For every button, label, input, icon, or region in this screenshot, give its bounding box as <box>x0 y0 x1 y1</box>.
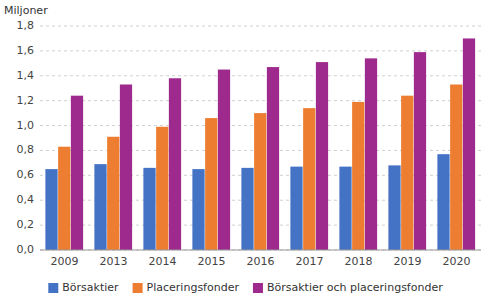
x-axis-line <box>40 250 481 251</box>
bar <box>316 62 328 250</box>
bar <box>107 137 119 250</box>
bar <box>94 164 106 250</box>
y-tick-label: 0,0 <box>17 243 35 256</box>
bar <box>414 52 426 250</box>
x-tick-label: 2009 <box>51 255 79 268</box>
x-tick-label: 2019 <box>394 255 422 268</box>
bar <box>352 102 364 250</box>
bar <box>241 168 253 250</box>
y-tick-label: 1,0 <box>17 119 35 132</box>
bar <box>463 38 475 250</box>
legend-label: Börsaktier och placeringsfonder <box>267 281 443 294</box>
bar <box>450 84 462 250</box>
bar <box>365 58 377 250</box>
x-tick-label: 2020 <box>443 255 471 268</box>
bar <box>156 127 168 250</box>
y-tick-label: 0,8 <box>17 143 35 156</box>
x-tick-label: 2016 <box>247 255 275 268</box>
bar <box>303 108 315 250</box>
grid-line <box>40 250 481 251</box>
y-tick-label: 0,6 <box>17 168 35 181</box>
legend-label: Placeringsfonder <box>147 281 240 294</box>
legend: Börsaktier Placeringsfonder Börsaktier och… <box>48 281 443 294</box>
bar <box>437 154 449 250</box>
legend-swatch <box>133 283 143 293</box>
bars <box>45 38 475 250</box>
y-tick-label: 1,2 <box>17 94 35 107</box>
y-tick-label: 0,4 <box>17 193 35 206</box>
legend-label: Börsaktier <box>62 281 119 294</box>
x-tick-label: 2015 <box>198 255 226 268</box>
x-axis: 2009 2013 2014 2015 2016 2017 2018 2019 2020 <box>40 250 481 268</box>
y-tick-label: 1,8 <box>17 19 35 32</box>
legend-swatch <box>253 283 263 293</box>
bar <box>192 169 204 250</box>
grid <box>40 26 481 250</box>
bar <box>267 67 279 250</box>
bar <box>290 167 302 250</box>
bar <box>339 167 351 250</box>
bar <box>401 96 413 250</box>
bar <box>254 113 266 250</box>
chart-container: 0,0 0,2 0,4 0,6 0,8 1,0 1,2 1,4 1,6 1,8 Miljoner 20… <box>0 0 491 302</box>
bar <box>218 70 230 250</box>
bar <box>205 118 217 250</box>
y-tick-label: 0,2 <box>17 218 35 231</box>
chart-svg: 0,0 0,2 0,4 0,6 0,8 1,0 1,2 1,4 1,6 1,8 Miljoner 20… <box>0 0 491 302</box>
legend-swatch <box>48 283 58 293</box>
x-tick-label: 2018 <box>345 255 373 268</box>
x-tick-label: 2014 <box>149 255 177 268</box>
y-tick-label: 1,6 <box>17 44 35 57</box>
bar <box>143 168 155 250</box>
bar <box>58 147 70 250</box>
y-axis-label: Miljoner <box>4 4 48 17</box>
grid-line <box>40 50 481 51</box>
bar <box>169 78 181 250</box>
x-tick-label: 2013 <box>100 255 128 268</box>
x-tick-label: 2017 <box>296 255 324 268</box>
bar <box>45 169 57 250</box>
bar <box>71 96 83 250</box>
grid-line <box>40 26 481 27</box>
y-axis: 0,0 0,2 0,4 0,6 0,8 1,0 1,2 1,4 1,6 1,8 <box>17 19 35 256</box>
bar <box>120 84 132 250</box>
bar <box>388 165 400 250</box>
y-tick-label: 1,4 <box>17 69 35 82</box>
